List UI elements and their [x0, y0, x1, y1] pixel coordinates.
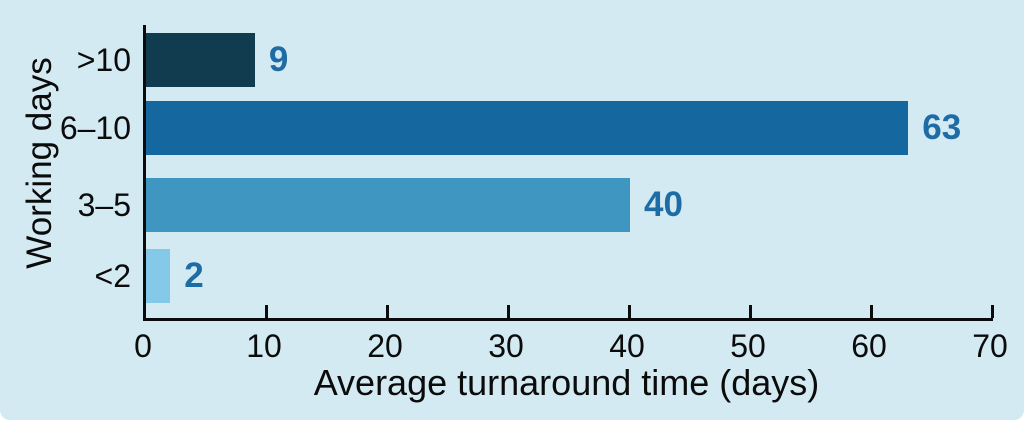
bar-row: 40 — [146, 178, 993, 232]
x-tick-label: 30 — [488, 328, 524, 364]
bar-value-label: 2 — [184, 256, 204, 295]
x-tick-mark — [870, 305, 873, 318]
plot-area: 9 63 40 2 — [143, 25, 994, 321]
category-axis: >10 6–10 3–5 <2 — [0, 25, 131, 318]
x-tick-label: 60 — [851, 328, 887, 364]
category-label: 6–10 — [59, 110, 131, 146]
x-tick-label: 70 — [972, 328, 1008, 364]
x-tick-label: 0 — [134, 328, 152, 364]
category-label: <2 — [94, 258, 131, 294]
x-tick-label: 10 — [246, 328, 282, 364]
bar-<2 — [146, 249, 171, 303]
bar->10 — [146, 33, 255, 87]
x-tick-mark — [749, 305, 752, 318]
x-tick-mark — [264, 305, 268, 318]
bar-value-label: 40 — [644, 185, 683, 224]
x-tick-mark — [991, 305, 994, 318]
bar-row: 2 — [146, 249, 993, 303]
bar-6–10 — [146, 101, 909, 155]
x-tick-label: 50 — [730, 328, 766, 364]
bar-3–5 — [146, 178, 630, 232]
category-label: >10 — [76, 42, 131, 78]
x-tick-mark — [627, 305, 631, 318]
bar-value-label: 9 — [268, 40, 289, 79]
bar-row: 63 — [146, 101, 993, 155]
x-tick-label: 40 — [609, 328, 645, 364]
bar-value-label: 63 — [922, 108, 962, 147]
x-axis-title: Average turnaround time (days) — [313, 362, 820, 403]
bar-row: 9 — [146, 33, 993, 87]
category-label: 3–5 — [77, 187, 131, 223]
x-tick-mark — [385, 305, 389, 318]
x-tick-mark — [507, 305, 510, 318]
x-tick-label: 20 — [367, 328, 403, 364]
